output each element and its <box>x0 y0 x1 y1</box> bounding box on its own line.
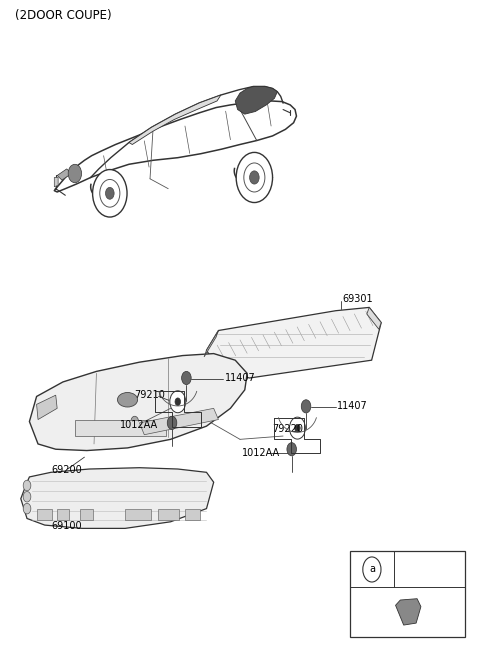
Circle shape <box>170 391 186 412</box>
Circle shape <box>289 417 305 439</box>
Circle shape <box>68 165 82 182</box>
Circle shape <box>131 416 139 427</box>
Circle shape <box>23 481 31 490</box>
Circle shape <box>301 400 311 413</box>
Bar <box>36 508 52 520</box>
Text: a: a <box>369 564 375 574</box>
Text: 11407: 11407 <box>337 401 368 410</box>
Polygon shape <box>36 395 57 420</box>
Bar <box>125 508 152 520</box>
Circle shape <box>287 443 297 456</box>
Text: (2DOOR COUPE): (2DOOR COUPE) <box>15 9 112 22</box>
Text: 79210: 79210 <box>134 390 165 400</box>
Bar <box>80 508 93 520</box>
Text: 69301: 69301 <box>342 294 373 304</box>
Bar <box>350 551 465 637</box>
Bar <box>57 508 69 520</box>
Ellipse shape <box>118 393 138 407</box>
Circle shape <box>244 163 265 192</box>
Polygon shape <box>54 177 58 186</box>
Circle shape <box>295 424 300 432</box>
Polygon shape <box>235 87 277 114</box>
Polygon shape <box>367 307 381 329</box>
Bar <box>185 508 200 520</box>
Circle shape <box>23 503 31 514</box>
Circle shape <box>167 416 177 430</box>
Circle shape <box>236 153 273 202</box>
Polygon shape <box>204 330 218 357</box>
Text: 79220: 79220 <box>273 424 303 434</box>
Bar <box>75 420 166 436</box>
Polygon shape <box>29 354 247 451</box>
Circle shape <box>23 491 31 502</box>
Bar <box>157 508 179 520</box>
Circle shape <box>100 179 120 207</box>
Polygon shape <box>57 169 72 180</box>
Polygon shape <box>21 468 214 528</box>
Text: 1012AA: 1012AA <box>120 420 158 430</box>
Circle shape <box>181 371 191 385</box>
Circle shape <box>250 171 259 184</box>
Circle shape <box>106 187 114 199</box>
Polygon shape <box>129 95 221 145</box>
Text: 69200: 69200 <box>51 465 82 475</box>
Polygon shape <box>140 408 218 435</box>
Circle shape <box>175 398 180 406</box>
Text: 69100: 69100 <box>51 521 82 531</box>
Text: 1012AA: 1012AA <box>242 447 280 457</box>
Circle shape <box>93 170 127 217</box>
Text: 11407: 11407 <box>225 373 255 383</box>
Text: 86421: 86421 <box>401 564 434 574</box>
Circle shape <box>363 557 381 582</box>
Polygon shape <box>396 599 421 625</box>
Polygon shape <box>206 307 381 378</box>
